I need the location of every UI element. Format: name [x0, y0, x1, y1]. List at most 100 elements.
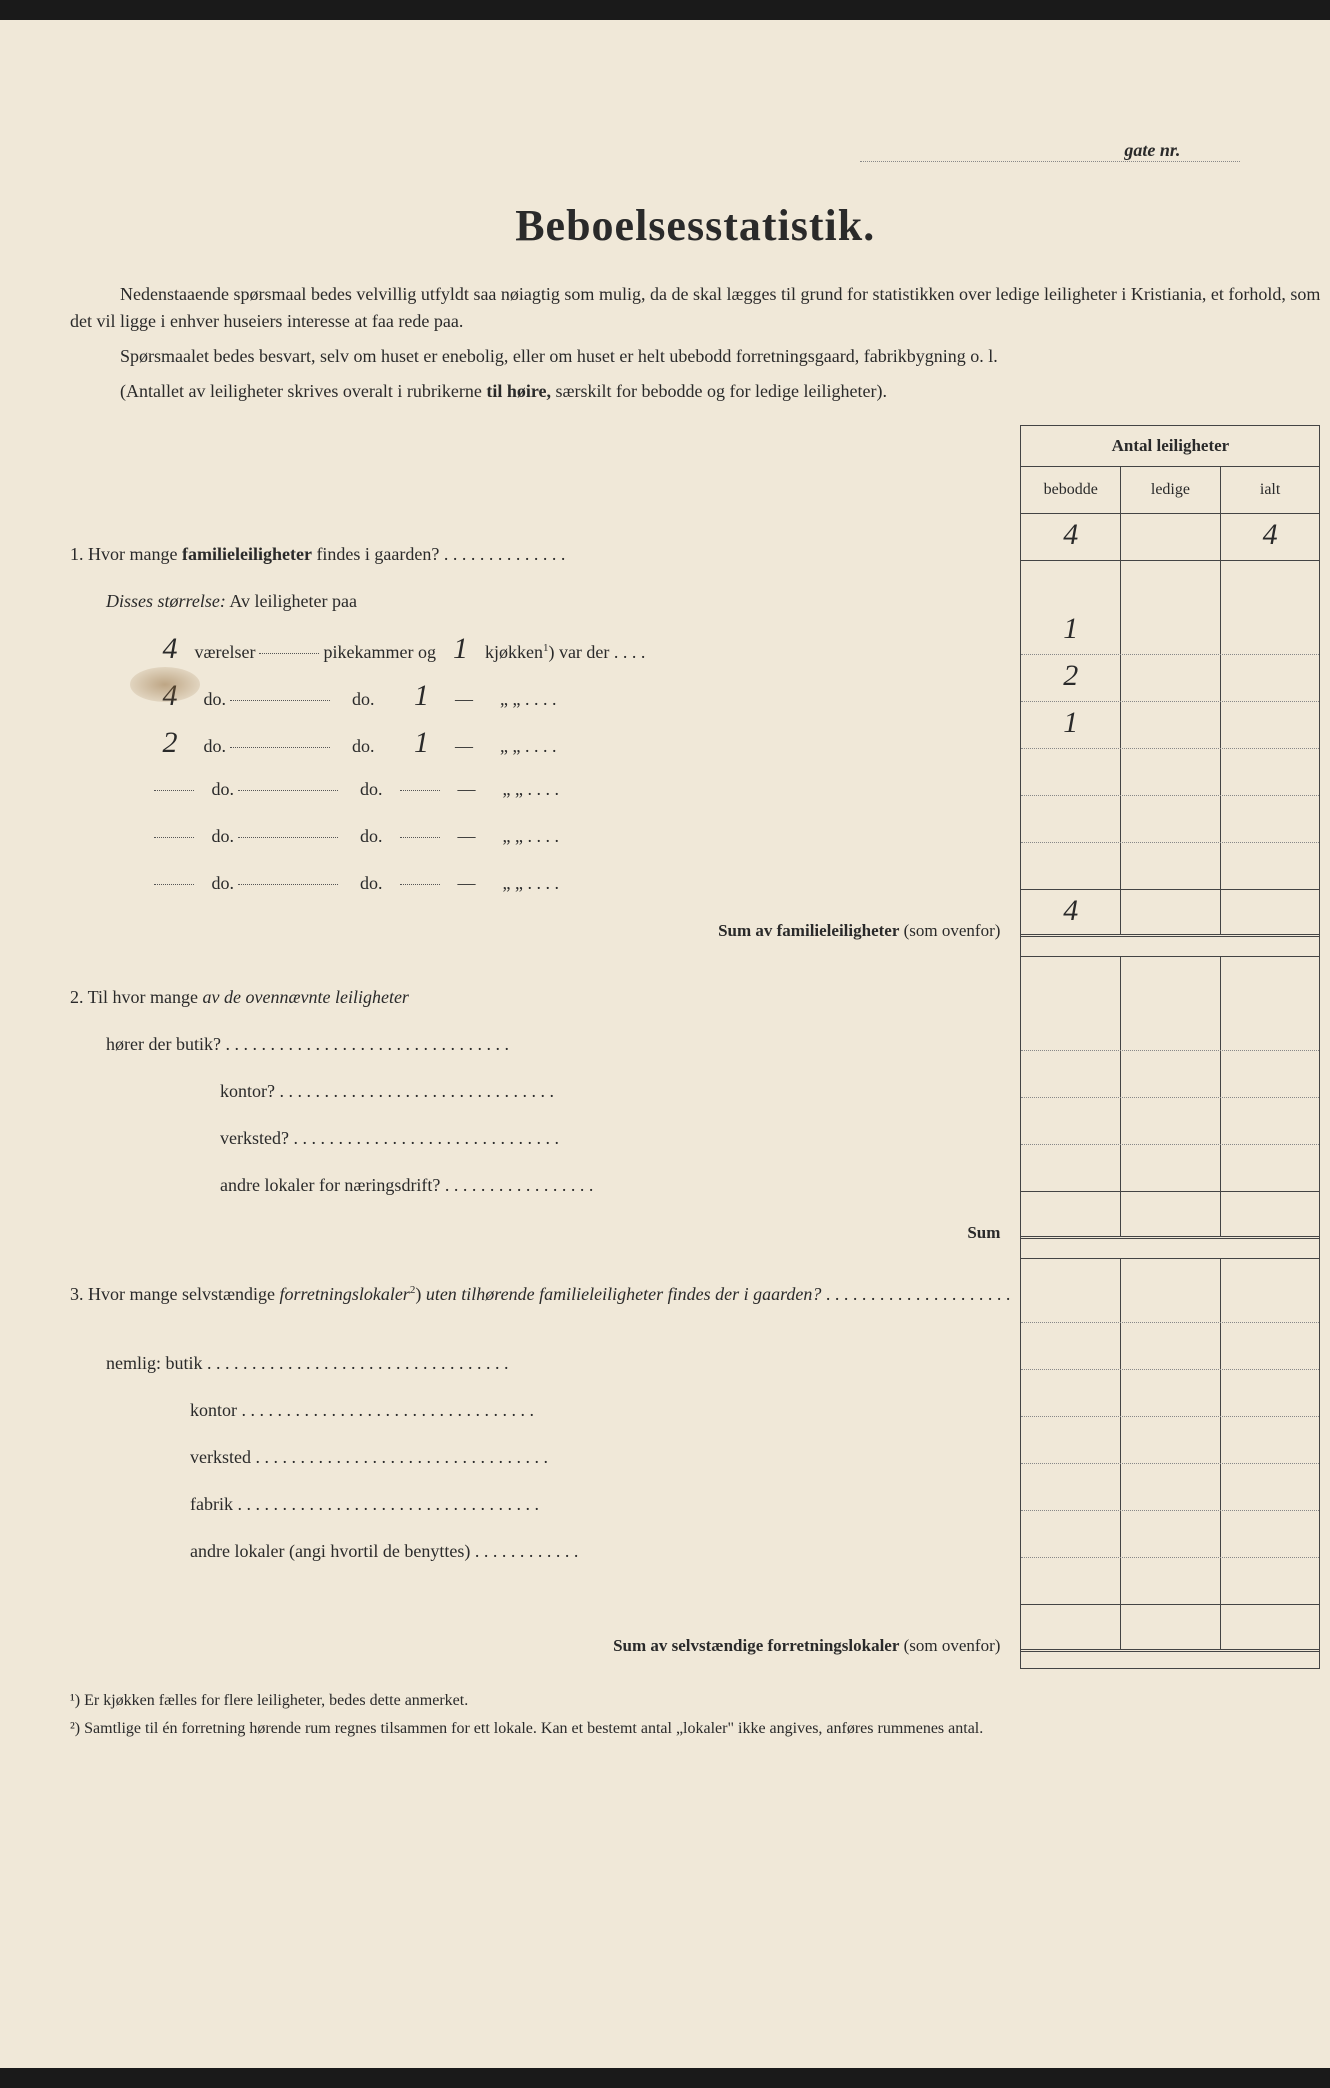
- dash-1: —: [455, 689, 473, 709]
- cell: [1121, 749, 1221, 795]
- ans-row: [1021, 1558, 1319, 1605]
- cell: [1021, 1004, 1121, 1050]
- cell: [1121, 1098, 1221, 1144]
- cell: [1021, 1192, 1121, 1236]
- q3-sum-bold: Sum av selvstændige forretningslokaler: [613, 1636, 899, 1655]
- cell: [1121, 1192, 1221, 1236]
- page: Sammendrag av personlisterne for huset n…: [0, 20, 1330, 2068]
- ditto-4: „ „ . . . .: [503, 826, 559, 846]
- cell: [1021, 1605, 1121, 1649]
- q1-line: 1. Hvor mange familieleiligheter findes …: [70, 531, 1010, 578]
- cell: [1221, 1259, 1320, 1322]
- cell: [1221, 655, 1320, 701]
- cell: [1221, 1323, 1320, 1369]
- q1-row5: do. do. — „ „ . . . .: [70, 813, 1010, 860]
- cell: [1021, 1417, 1121, 1463]
- cell: 4: [1221, 514, 1320, 560]
- do-2b: do.: [352, 736, 375, 756]
- do-1b: do.: [352, 689, 375, 709]
- cell: [1121, 1464, 1221, 1510]
- do-5a: do.: [212, 873, 235, 893]
- cell: [1221, 1605, 1320, 1649]
- cell: [1221, 796, 1320, 842]
- intro-p3c: særskilt for bebodde og for ledige leili…: [551, 381, 887, 401]
- q3-line1: 3. Hvor mange selvstændige forretningslo…: [70, 1276, 1010, 1340]
- cell: [1021, 1558, 1121, 1604]
- cell: [1121, 796, 1221, 842]
- q3-andre: andre lokaler (angi hvortil de benyttes)…: [70, 1528, 1010, 1575]
- ans-row: [1021, 749, 1319, 796]
- gap: [1021, 1239, 1319, 1259]
- cell: [1121, 890, 1221, 934]
- ans-row: 2: [1021, 655, 1319, 702]
- cell: [1021, 843, 1121, 889]
- cell: [1121, 1259, 1221, 1322]
- q1-disses: Disses størrelse: Av leiligheter paa: [70, 578, 1010, 625]
- cell: 4: [1021, 890, 1121, 934]
- intro-p1-text: Nedenstaaende spørsmaal bedes velvillig …: [70, 284, 1320, 331]
- q1-disses-a: Disses størrelse:: [106, 591, 226, 611]
- label-vaerelser: værelser: [195, 642, 256, 662]
- q1-sum-bold: Sum av familieleiligheter: [718, 921, 899, 940]
- q1-sum-suffix: (som ovenfor): [899, 921, 1000, 940]
- cell: [1221, 1145, 1320, 1191]
- q1-disses-b: Av leiligheter paa: [226, 591, 357, 611]
- q3-dots: . . . . . . . . . . . . . . . . . . . . …: [821, 1284, 1010, 1304]
- q2-prefix: 2. Til hvor mange: [70, 987, 203, 1007]
- col-bebodde: bebodde: [1021, 467, 1121, 513]
- q2-ital: av de ovennævnte leiligheter: [203, 987, 409, 1007]
- table-subheader: bebodde ledige ialt: [1021, 467, 1319, 514]
- q1-row1: 4 værelserpikekammer og 1 kjøkken1) var …: [70, 625, 1010, 672]
- label-kjokken: kjøkken: [485, 642, 543, 662]
- ans-row: [1021, 1511, 1319, 1558]
- do-4b: do.: [360, 826, 383, 846]
- ans-row: [1021, 1145, 1319, 1192]
- ans-row: 44: [1021, 514, 1319, 561]
- ans-row: [1021, 1051, 1319, 1098]
- q3-nemlig: nemlig: butik . . . . . . . . . . . . . …: [70, 1340, 1010, 1387]
- cell: [1121, 957, 1221, 1004]
- col-ledige: ledige: [1121, 467, 1221, 513]
- cell: [1121, 608, 1221, 654]
- cell: [1021, 1098, 1121, 1144]
- ans-row: 1: [1021, 608, 1319, 655]
- cell: [1121, 514, 1221, 560]
- q2-line3: kontor? . . . . . . . . . . . . . . . . …: [70, 1068, 1010, 1115]
- ans-row: [1021, 796, 1319, 843]
- dash-2: —: [455, 736, 473, 756]
- q3-kontor: kontor . . . . . . . . . . . . . . . . .…: [70, 1387, 1010, 1434]
- footnotes: ¹) Er kjøkken fælles for flere leilighet…: [70, 1689, 1320, 1741]
- ditto-5: „ „ . . . .: [503, 873, 559, 893]
- cell: [1121, 843, 1221, 889]
- q2-line4: verksted? . . . . . . . . . . . . . . . …: [70, 1115, 1010, 1162]
- q3-sum-suffix: (som ovenfor): [899, 1636, 1000, 1655]
- intro-p2: Spørsmaalet bedes besvart, selv om huset…: [70, 343, 1320, 370]
- ans-row: [1021, 1370, 1319, 1417]
- ans-row: [1021, 1259, 1319, 1323]
- ditto-3: „ „ . . . .: [503, 779, 559, 799]
- gate-nr-field: gate nr.: [860, 140, 1240, 162]
- intro-p1: Nedenstaaende spørsmaal bedes velvillig …: [70, 281, 1320, 335]
- cell: [1221, 1051, 1320, 1097]
- gap: [1021, 937, 1319, 957]
- cell: [1221, 1464, 1320, 1510]
- cell: [1221, 843, 1320, 889]
- dash-3: —: [458, 779, 476, 799]
- col-ialt: ialt: [1221, 467, 1320, 513]
- cell: [1221, 749, 1320, 795]
- answers-table: Antal leiligheter bebodde ledige ialt 44…: [1020, 425, 1320, 1669]
- hw-kjok-1: 1: [402, 672, 442, 719]
- document-paper: gate nr. Beboelsesstatistik. Nedenstaaen…: [0, 20, 1330, 2068]
- cell: [1221, 1511, 1320, 1557]
- q2-sum: Sum: [70, 1209, 1010, 1256]
- ans-gap: [1021, 957, 1319, 1004]
- cell: [1121, 655, 1221, 701]
- do-3b: do.: [360, 779, 383, 799]
- ans-row: [1021, 1323, 1319, 1370]
- questions-column: 1. Hvor mange familieleiligheter findes …: [70, 425, 1020, 1669]
- ans-row: [1021, 1417, 1319, 1464]
- cell: [1121, 1051, 1221, 1097]
- label-pikekammer: pikekammer og: [323, 642, 435, 662]
- intro-p3a: (Antallet av leiligheter skrives overalt…: [120, 381, 486, 401]
- page-title: Beboelsesstatistik.: [70, 200, 1320, 251]
